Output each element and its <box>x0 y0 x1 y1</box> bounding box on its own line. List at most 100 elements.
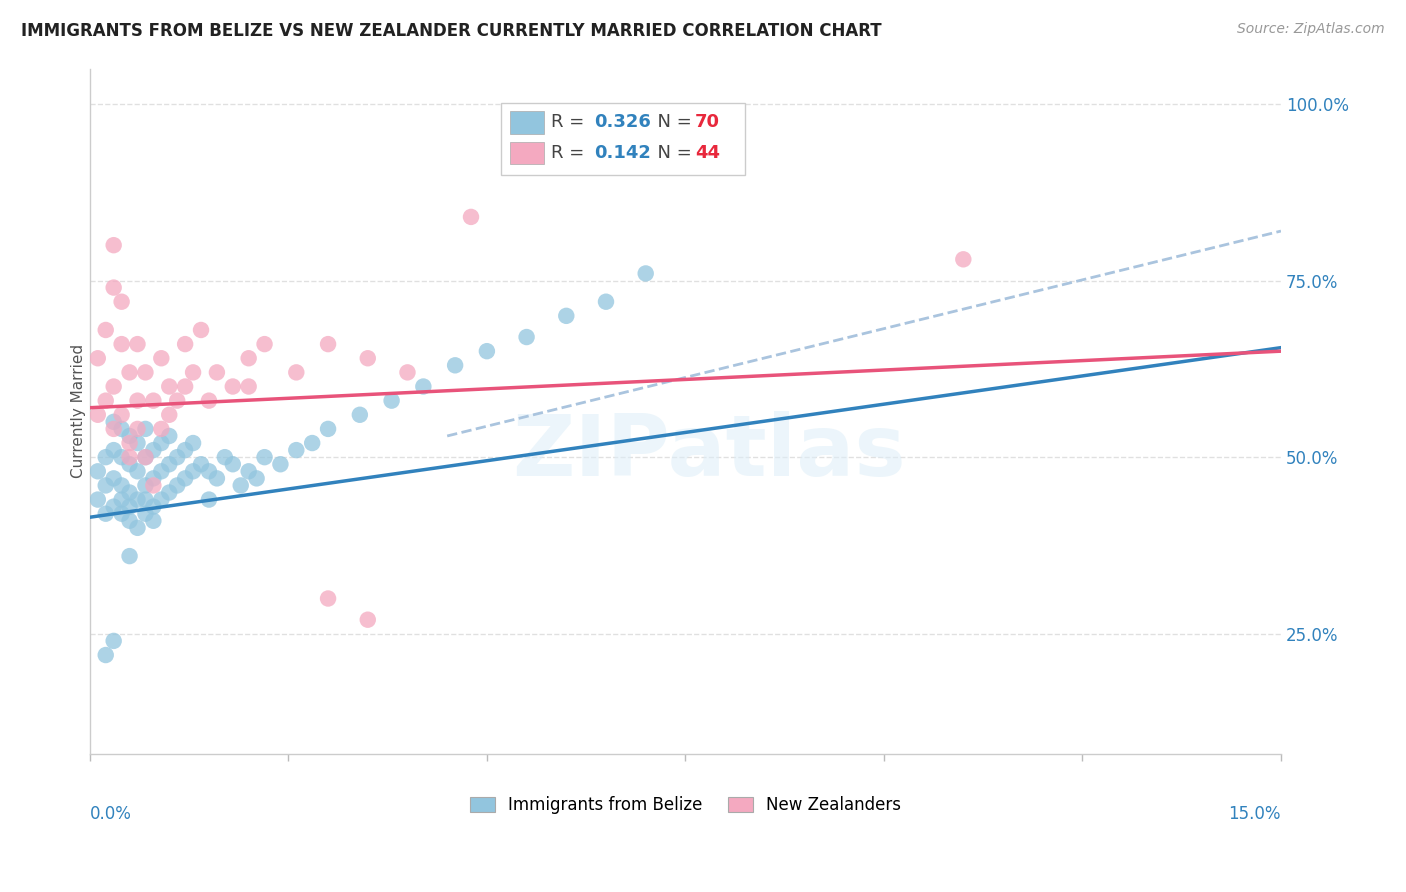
Point <box>190 457 212 471</box>
Point <box>238 464 260 478</box>
Point <box>94 478 117 492</box>
Point <box>198 393 221 408</box>
Point <box>595 294 617 309</box>
Point <box>110 408 132 422</box>
Point <box>214 450 236 465</box>
Point <box>412 379 434 393</box>
Point <box>246 471 269 485</box>
Point <box>222 457 245 471</box>
Point <box>316 591 339 606</box>
Point <box>238 351 260 366</box>
Point <box>103 634 125 648</box>
Point <box>103 379 125 393</box>
Point <box>316 422 339 436</box>
Text: 0.0%: 0.0% <box>90 805 132 823</box>
Text: R =: R = <box>551 113 589 131</box>
Point <box>150 351 173 366</box>
Point <box>174 443 197 458</box>
Point <box>205 365 228 379</box>
Point <box>181 365 204 379</box>
Point <box>157 379 180 393</box>
Point <box>205 471 228 485</box>
Point <box>94 393 117 408</box>
Text: 15.0%: 15.0% <box>1229 805 1281 823</box>
Point <box>301 436 323 450</box>
Point <box>118 450 141 465</box>
Point <box>118 549 141 563</box>
Point <box>269 457 291 471</box>
Point <box>516 330 538 344</box>
Point <box>166 478 188 492</box>
FancyBboxPatch shape <box>501 103 745 175</box>
Point <box>222 379 245 393</box>
Text: R =: R = <box>551 144 589 161</box>
Point <box>357 613 380 627</box>
Point <box>127 393 149 408</box>
Point <box>475 344 498 359</box>
Point <box>142 471 165 485</box>
Point <box>316 337 339 351</box>
Point <box>150 464 173 478</box>
Point <box>181 436 204 450</box>
Point <box>127 422 149 436</box>
Point <box>166 450 188 465</box>
Point <box>118 514 141 528</box>
Point <box>142 443 165 458</box>
Point <box>87 351 110 366</box>
Point <box>127 521 149 535</box>
Point <box>134 507 156 521</box>
Point <box>134 492 156 507</box>
Point <box>134 422 156 436</box>
Point <box>127 464 149 478</box>
Point <box>181 464 204 478</box>
Point <box>110 422 132 436</box>
Text: 0.326: 0.326 <box>593 113 651 131</box>
FancyBboxPatch shape <box>510 142 544 164</box>
Point <box>285 443 308 458</box>
Point <box>198 492 221 507</box>
Point <box>634 267 657 281</box>
Point <box>118 485 141 500</box>
Point <box>198 464 221 478</box>
Point <box>150 422 173 436</box>
Point <box>285 365 308 379</box>
Point <box>157 457 180 471</box>
Point <box>103 471 125 485</box>
Point <box>381 393 404 408</box>
Point <box>952 252 974 267</box>
Point <box>460 210 482 224</box>
Point <box>103 422 125 436</box>
Point <box>150 492 173 507</box>
Point <box>134 450 156 465</box>
Point <box>229 478 252 492</box>
Point <box>238 379 260 393</box>
Point <box>103 415 125 429</box>
Point <box>110 450 132 465</box>
Point <box>94 450 117 465</box>
Text: 70: 70 <box>695 113 720 131</box>
Point <box>134 478 156 492</box>
Point <box>103 443 125 458</box>
Point <box>142 500 165 514</box>
Point <box>142 478 165 492</box>
Point <box>444 359 467 373</box>
Point <box>118 429 141 443</box>
Point <box>127 436 149 450</box>
Point <box>118 365 141 379</box>
Point <box>174 337 197 351</box>
Point <box>110 294 132 309</box>
Point <box>555 309 578 323</box>
Point <box>142 393 165 408</box>
Text: Source: ZipAtlas.com: Source: ZipAtlas.com <box>1237 22 1385 37</box>
FancyBboxPatch shape <box>510 111 544 134</box>
Point <box>190 323 212 337</box>
Point <box>253 450 276 465</box>
Point <box>110 478 132 492</box>
Text: 0.142: 0.142 <box>593 144 651 161</box>
Point <box>87 464 110 478</box>
Y-axis label: Currently Married: Currently Married <box>72 344 86 478</box>
Point <box>174 379 197 393</box>
Point <box>157 429 180 443</box>
Point <box>87 408 110 422</box>
Text: IMMIGRANTS FROM BELIZE VS NEW ZEALANDER CURRENTLY MARRIED CORRELATION CHART: IMMIGRANTS FROM BELIZE VS NEW ZEALANDER … <box>21 22 882 40</box>
